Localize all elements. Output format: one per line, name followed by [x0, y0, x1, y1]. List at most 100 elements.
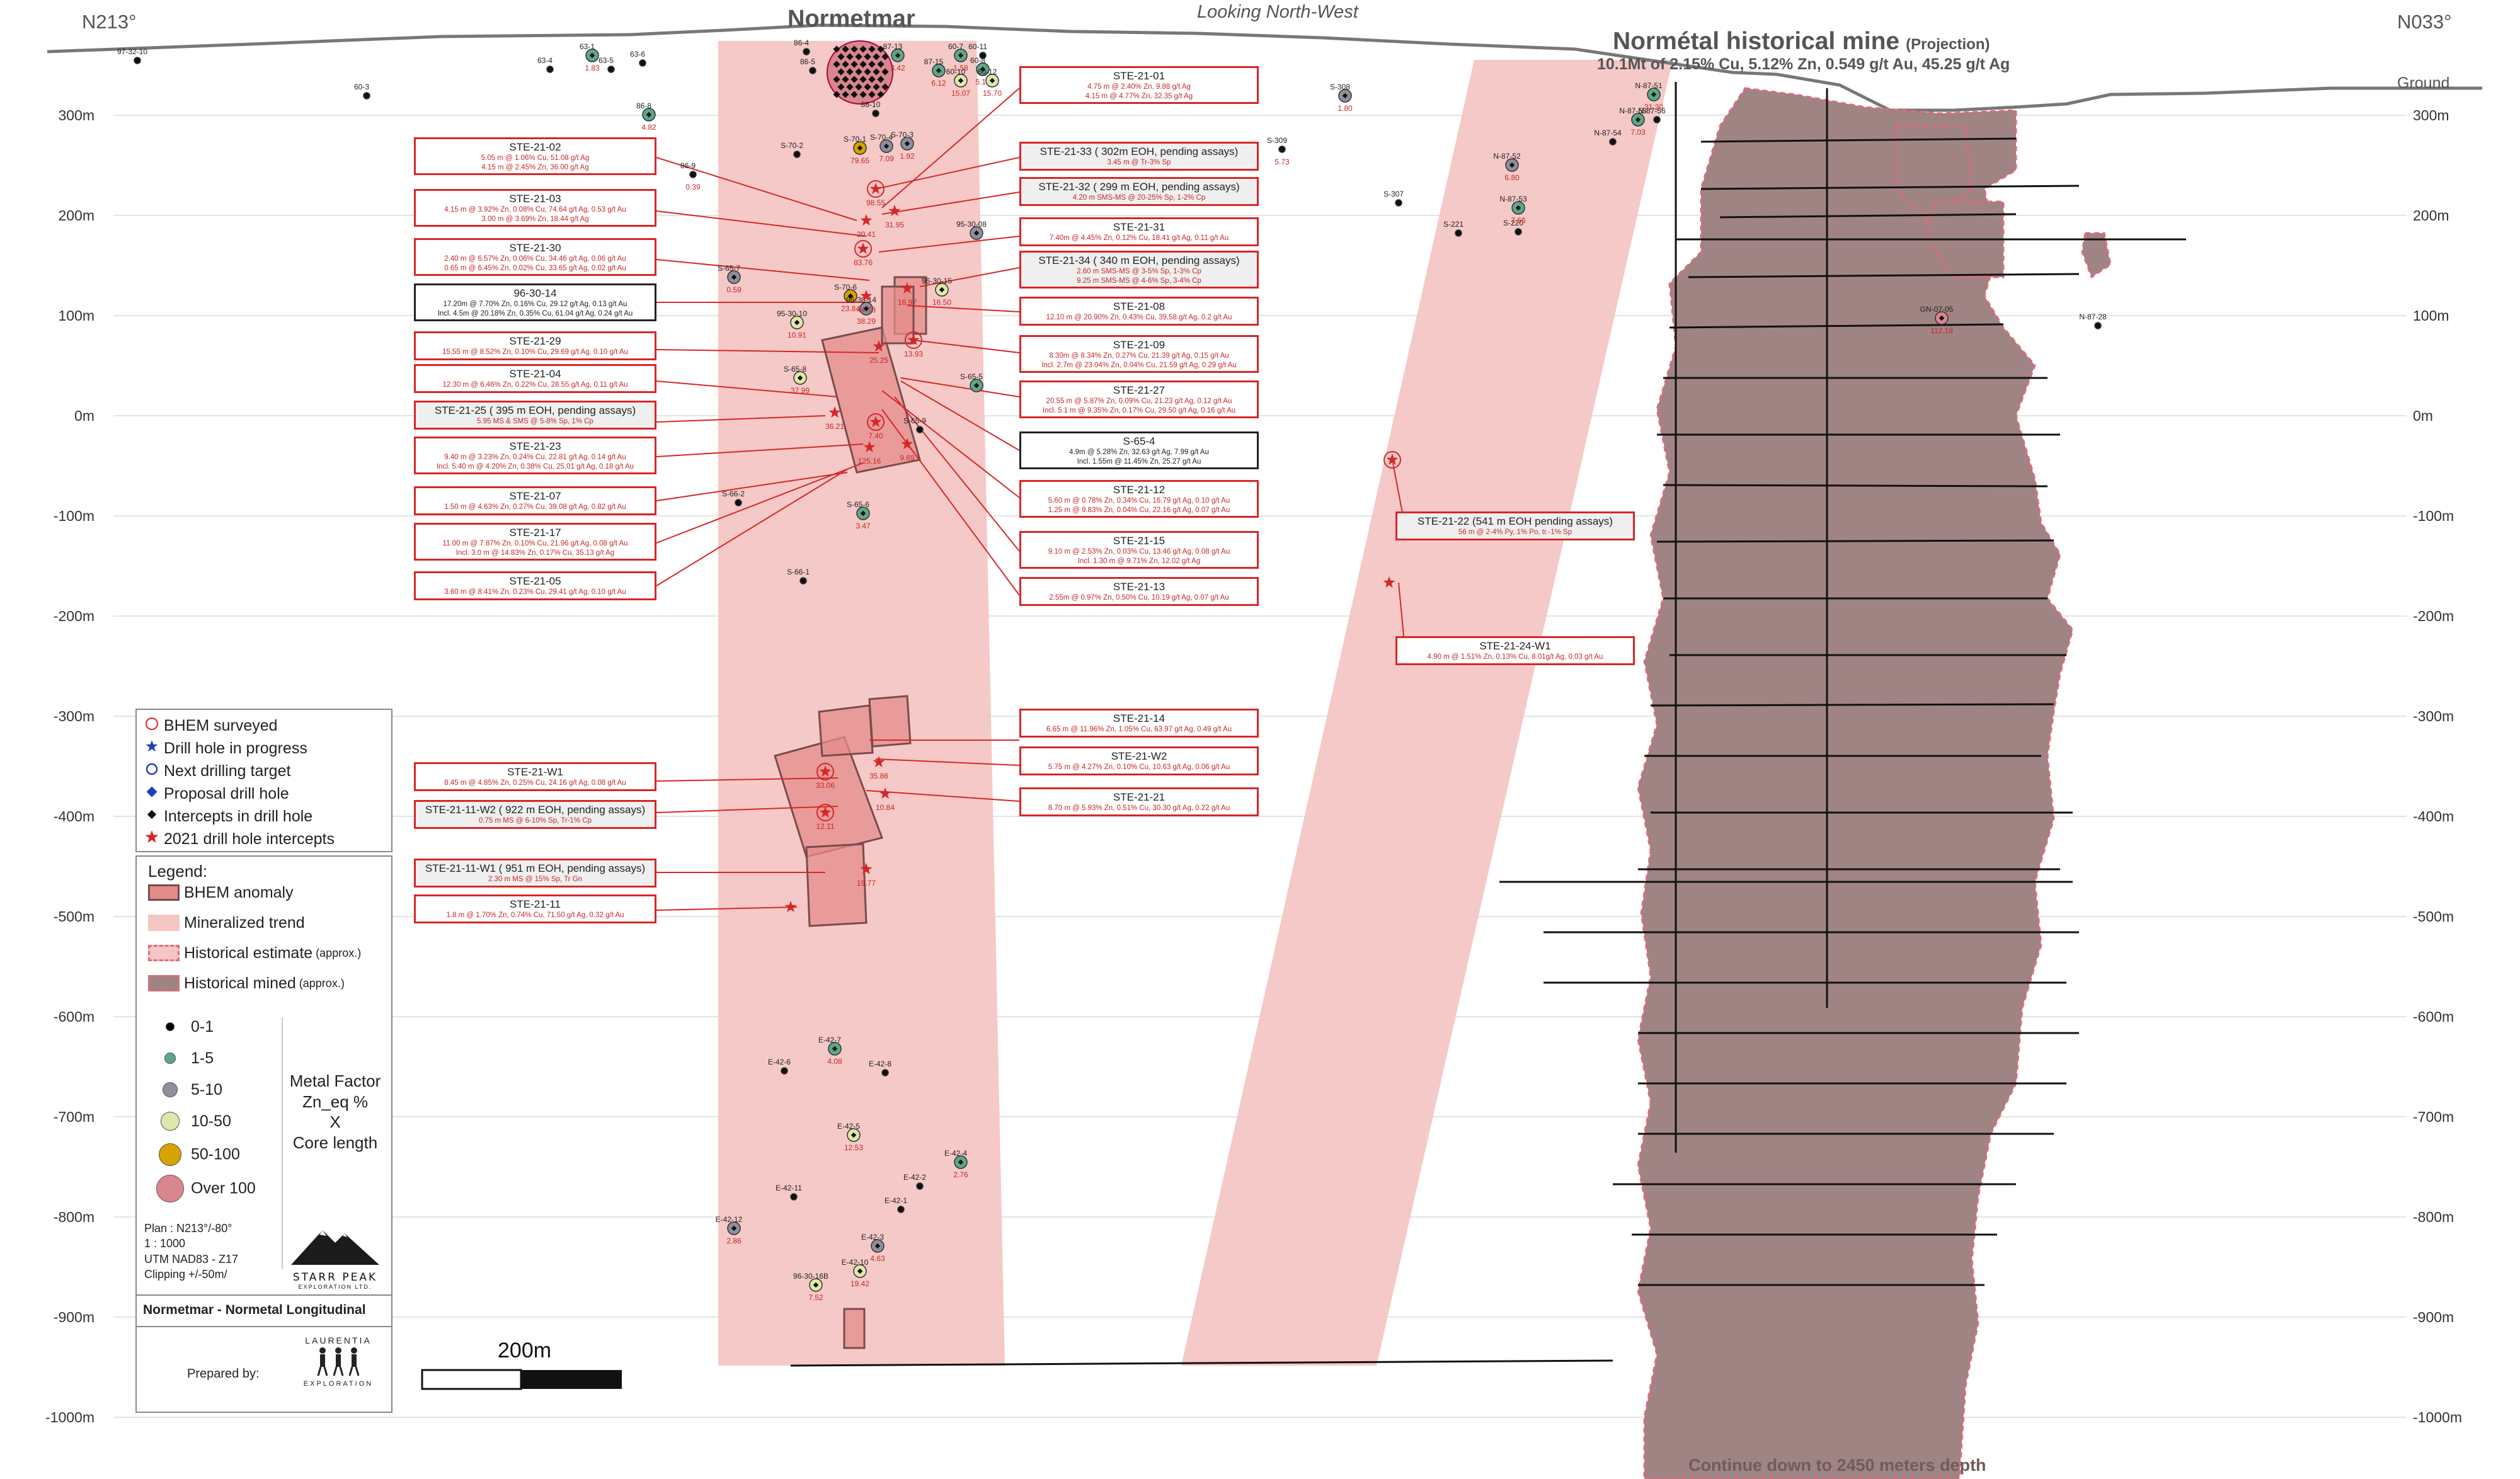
drill-hole-label: E-42-3	[861, 1233, 884, 1242]
symbol-legend: BHEM surveyed Drill hole in progress Nex…	[135, 709, 392, 852]
callout-ste-21-27: STE-21-27 20.55 m @ 5.87% Zn, 0.09% Cu, 2…	[1019, 380, 1259, 418]
drill-hole: S-70-3 1.92	[891, 130, 915, 161]
callout-title: STE-21-W1	[507, 766, 563, 778]
main-legend: Legend: BHEM anomaly Mineralized trend H…	[135, 855, 392, 1413]
depth-note: Continue down to 2450 meters depth	[1688, 1456, 1986, 1475]
metal-factor-value: 4.82	[641, 123, 656, 132]
drill-hole-label: S-66-1	[787, 568, 810, 576]
symbol-legend-item: Drill hole in progress	[144, 739, 307, 758]
legend-item: Historical estimate (approx.)	[148, 944, 361, 962]
drill-hole-label: 96-30-15	[922, 277, 952, 285]
symbol-legend-label: BHEM surveyed	[159, 717, 278, 734]
drill-hole: S-65-5	[960, 372, 983, 392]
metal-factor-label: 0-1	[191, 1017, 214, 1036]
drill-hole: 60-7 1.58	[948, 42, 968, 72]
callout-line: 1.25 m @ 9.83% Zn, 0.04% Cu, 22.16 g/t A…	[1048, 506, 1230, 514]
callout-leader-lines	[656, 88, 1406, 911]
drill-hole: 63-6	[630, 50, 646, 67]
callout-title: STE-21-29	[509, 335, 561, 347]
depth-label-right: -400m	[2413, 808, 2454, 825]
depth-label-left: -800m	[54, 1209, 94, 1225]
drill-hole: 96-30-15 16.50	[922, 277, 952, 307]
drill-hole: 60-11	[968, 42, 987, 59]
drill-hole-label: 63-4	[537, 56, 553, 65]
callout-ste-21-02: STE-21-02 5.05 m @ 1.06% Cu, 51.08 g/t Ag…	[414, 137, 656, 175]
callout-line: 4.15 m @ 4.77% Zn, 32.35 g/t Ag	[1085, 92, 1193, 100]
drill-hole: N-87-51 31.20	[1635, 81, 1663, 111]
metal-factor-value: 2.86	[726, 1236, 742, 1245]
drill-hole-label: S-70-4	[870, 133, 893, 142]
callout-ste-21-22: STE-21-22 (541 m EOH pending assays) 56 m…	[1395, 511, 1635, 540]
intercept-diamond	[868, 91, 876, 98]
intercept-diamond	[873, 53, 880, 60]
callout-title: STE-21-21	[1113, 791, 1166, 803]
depth-label-left: -100m	[54, 508, 94, 524]
drill-hole-label: 60-12	[978, 67, 997, 76]
drill-hole: E-42-2	[903, 1173, 926, 1190]
callout-line: 2.30 m MS @ 15% Sp, Tr Gn	[488, 876, 583, 884]
metal-factor-bubble	[156, 1175, 184, 1202]
metal-factor-label: 50-100	[191, 1145, 240, 1163]
callout-ste-21-30: STE-21-30 2.40 m @ 6.57% Zn, 0.06% Cu, 34…	[414, 238, 656, 276]
drill-hole-label: S-66-2	[722, 489, 745, 498]
legend-item: Mineralized trend	[148, 913, 305, 932]
drill-intercept-star: 31.95	[885, 205, 904, 229]
bhem-anomaly-p3c	[868, 695, 912, 748]
metal-factor-value: 79.65	[850, 156, 869, 165]
right-bearing: N033°	[2397, 11, 2452, 33]
drill-intercept-star: 12.11	[816, 804, 835, 831]
drill-hole-label: N-87-53	[1499, 195, 1527, 203]
drill-intercept-star: 35.86	[869, 756, 888, 780]
depth-label-left: -600m	[54, 1008, 94, 1025]
metal-factor-value: 15.70	[983, 89, 1002, 98]
callout-ste-21-13: STE-21-13 2.55m @ 0.97% Zn, 0.50% Cu, 10.…	[1019, 577, 1259, 606]
callout-title: STE-21-08	[1113, 300, 1166, 312]
callout-line: 5.60 m @ 0.78% Zn, 0.34% Cu, 16.79 g/t A…	[1048, 497, 1230, 505]
drill-hole-label: 95-30-10	[777, 309, 807, 318]
depth-label-left: -500m	[54, 908, 94, 925]
callout-line: 56 m @ 2-4% Py, 1% Po, tr.-1% Sp	[1458, 528, 1572, 537]
drill-hole-label: S-307	[1383, 190, 1404, 198]
callout-line: 2.55m @ 0.97% Zn, 0.50% Cu, 10.19 g/t Ag…	[1049, 594, 1229, 602]
intercept-diamond	[881, 68, 889, 76]
callout-line: 20.55 m @ 5.87% Zn, 0.09% Cu, 21.23 g/t …	[1046, 397, 1232, 406]
normetmar-title: Normetmar	[788, 6, 915, 32]
drill-hole-label: GN-07-05	[1920, 305, 1954, 314]
metal-factor-value: 0.39	[685, 183, 701, 191]
callout-title: 96-30-14	[513, 287, 557, 299]
callout-title: STE-21-24-W1	[1479, 640, 1551, 652]
symbol-legend-item: Intercepts in drill hole	[144, 807, 312, 826]
drill-hole-label: N-87-52	[1493, 152, 1521, 161]
figure-title: Normetmar - Normetal Longitudinal	[143, 1303, 366, 1317]
drill-hole-label: S-308	[1330, 83, 1350, 91]
callout-ste-21-31: STE-21-31 7.40m @ 4.45% Zn, 0.12% Cu, 18.…	[1019, 217, 1259, 246]
depth-label-left: 0m	[74, 408, 94, 424]
drill-intercept-star: 83.76	[854, 240, 873, 267]
metal-factor-value: 7.66	[1511, 216, 1526, 225]
drill-hole-label: S-221	[1443, 220, 1463, 229]
drill-hole-label: 97-32-10	[117, 47, 147, 56]
callout-title: STE-21-11	[510, 898, 561, 910]
historical-mined-lens-c	[2081, 232, 2112, 279]
intercept-value: 7.40	[868, 431, 883, 440]
intercept-diamond	[846, 83, 854, 91]
depth-label-right: -100m	[2413, 508, 2454, 524]
metal-factor-value: 3.42	[890, 64, 905, 72]
drill-hole: 96-30-16B 7.52	[793, 1272, 828, 1302]
drill-hole: 86-5	[800, 57, 816, 74]
intercept-value: 19.77	[857, 879, 876, 888]
drill-hole-label: E-42-7	[818, 1036, 841, 1044]
legend-swatch	[148, 884, 180, 901]
callout-ste-21-24-w1: STE-21-24-W1 4.90 m @ 1.51% Zn, 0.13% Cu,…	[1395, 636, 1635, 665]
left-bearing: N213°	[82, 11, 137, 33]
callout-line: 12.10 m @ 20.90% Zn, 0.43% Cu, 39.58 g/t…	[1046, 314, 1232, 322]
callout-ste-21-25: STE-21-25 ( 395 m EOH, pending assays) 5.…	[414, 401, 656, 430]
metal-factor-item: 5-10	[156, 1080, 222, 1099]
drill-hole: S-65-9	[903, 416, 926, 433]
drill-hole: 60-10 15.07	[946, 67, 971, 98]
depth-label-right: -500m	[2413, 908, 2454, 925]
metal-factor-value: 23.84	[841, 304, 860, 313]
depth-label-right: -200m	[2413, 608, 2454, 624]
callout-title: STE-21-W2	[1111, 750, 1167, 762]
intercept-diamond	[859, 91, 867, 98]
